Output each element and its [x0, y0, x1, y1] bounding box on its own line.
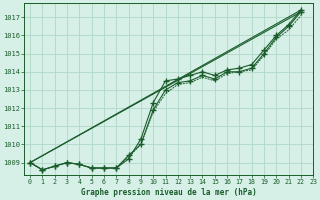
- X-axis label: Graphe pression niveau de la mer (hPa): Graphe pression niveau de la mer (hPa): [81, 188, 256, 197]
